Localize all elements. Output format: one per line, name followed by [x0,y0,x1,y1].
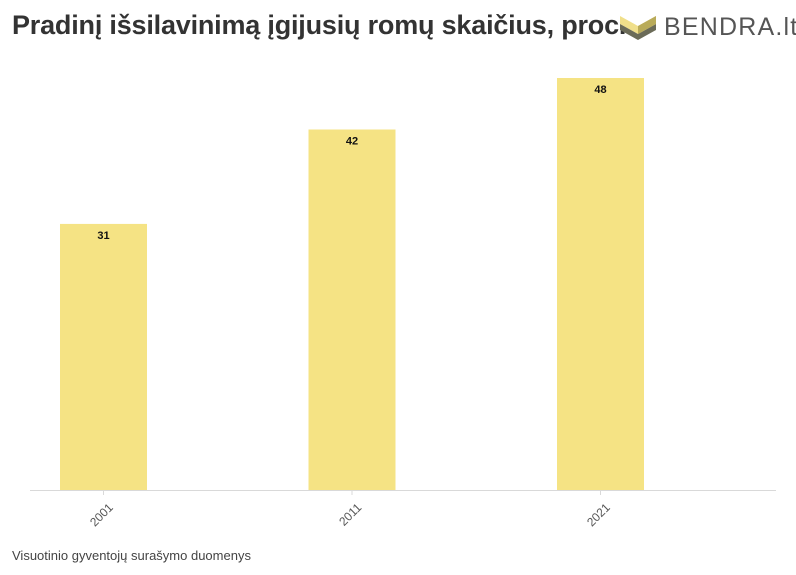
x-tick-label-2021: 2021 [584,500,613,529]
bar-2011[interactable] [308,129,396,491]
x-tick-label-2011: 2011 [336,500,364,528]
source-note: Visuotinio gyventojų surašymo duomenys [12,548,251,563]
bendra-logo-icon [620,16,656,40]
bar-2001[interactable] [60,223,147,490]
logo-text: BENDRA.lt [664,13,796,41]
bendra-logo[interactable]: BENDRA.lt [618,12,796,44]
data-label-2011: 42 [346,136,358,148]
x-tick-label-2001: 2001 [87,500,116,529]
data-label-2021: 48 [594,84,606,96]
chart-title: Pradinį išsilavinimą įgijusių romų skaič… [12,10,627,40]
data-label-2001: 31 [97,230,109,242]
bar-2021[interactable] [557,78,644,490]
